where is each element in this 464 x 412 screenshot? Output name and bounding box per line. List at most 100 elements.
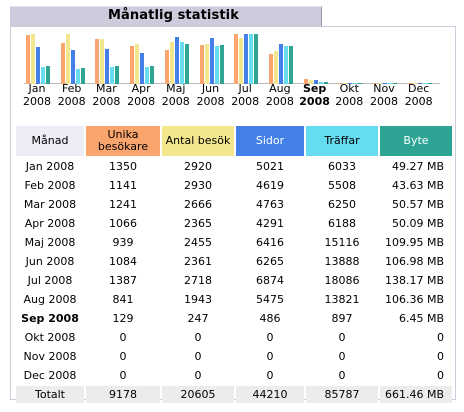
bar-pages-5 [174,37,179,84]
cell-visitors: 841 [112,293,134,306]
month-label-year: 2008 [265,95,294,108]
cell-visits: 1943 [184,293,212,306]
cell-visitors: 0 [119,369,127,382]
cell-hits: 6033 [328,160,356,173]
month-label: Jan 2008 [20,82,54,108]
total-visitors: 9178 [86,386,160,403]
cell-pages: 0 [266,331,274,344]
cell-bytes: 50.57 MB [391,198,444,211]
month-label-month: Jun [201,82,220,95]
month-label-month: Apr [131,82,151,95]
month-label-month: Nov [373,82,395,95]
bar-visitors-3 [95,39,100,84]
cell-pages: 6265 [256,255,284,268]
header-pages: Sidor [236,126,304,156]
cell-bytes: 6.45 MB [398,312,444,325]
cell-month: Jul 2008 [27,274,73,287]
bar-visits-8 [273,51,278,84]
bar-hits-7 [249,34,254,84]
table-row: Jan 2008 1350 2920 5021 6033 49.27 MB [16,158,452,175]
cell-visitors: 1084 [109,255,137,268]
month-label-year: 2008 [57,95,86,108]
cell-pages: 0 [266,350,274,363]
bar-bytes-3 [115,66,120,84]
table-row: Feb 2008 1141 2930 4619 5508 43.63 MB [16,177,452,194]
bar-pages-3 [105,49,110,84]
cell-month: Jun 2008 [25,255,75,268]
bar-pages-12 [417,83,422,84]
cell-visitors: 1387 [109,274,137,287]
cell-hits: 0 [338,350,346,363]
month-label-month: Aug [269,82,291,95]
cell-hits: 0 [338,331,346,344]
month-label-year: 2008 [231,95,260,108]
bar-pages-9 [313,80,318,84]
cell-visits: 247 [187,312,209,325]
total-pages: 44210 [236,386,304,403]
total-hits: 85787 [306,386,378,403]
cell-hits: 0 [338,369,346,382]
table-total-row: Totalt 9178 20605 44210 85787 661.46 MB [16,386,452,403]
table-header-row: Månad Unika besökare Antal besök Sidor T… [16,126,452,156]
bar-visitors-1 [26,35,30,84]
cell-visitors: 1141 [109,179,137,192]
bar-pages-8 [278,44,283,84]
month-label-year: 2008 [370,95,398,108]
cell-month: Feb 2008 [24,179,76,192]
cell-visits: 2455 [184,236,212,249]
monthly-stats-table: Månad Unika besökare Antal besök Sidor T… [14,124,454,405]
table-row: Nov 2008 0 0 0 0 0 [16,348,452,365]
cell-pages: 4763 [256,198,284,211]
bar-visitors-9 [303,79,308,84]
bar-bytes-9 [323,82,328,84]
bar-visits-3 [100,39,105,84]
table-row: Dec 2008 0 0 0 0 0 [16,367,452,384]
bar-visits-12 [412,83,417,84]
cell-visitors: 1350 [109,160,137,173]
bar-visitors-4 [130,46,135,84]
cell-pages: 5021 [256,160,284,173]
month-label-year: 2008 [404,95,433,108]
table-row: Okt 2008 0 0 0 0 0 [16,329,452,346]
table-row: Mar 2008 1241 2666 4763 6250 50.57 MB [16,196,452,213]
table-row: Jul 2008 1387 2718 6874 18086 138.17 MB [16,272,452,289]
bar-visits-2 [65,34,70,84]
cell-bytes: 0 [437,369,444,382]
month-label-month: Sep [302,82,327,95]
header-visitors: Unika besökare [86,126,160,156]
month-label-year: 2008 [299,95,330,108]
bar-bytes-5 [184,44,189,84]
cell-visits: 0 [194,331,202,344]
month-label-year: 2008 [161,95,190,108]
month-label-month: Maj [166,82,186,95]
bar-hits-5 [179,42,184,84]
cell-pages: 4619 [256,179,284,192]
cell-month: Okt 2008 [24,331,76,344]
cell-month: Nov 2008 [23,350,77,363]
cell-month: Apr 2008 [24,217,76,230]
month-label: Jun 2008 [194,82,228,108]
title-tab: Månatlig statistik [10,6,322,26]
bar-visits-9 [308,80,313,84]
month-label-month: Jan [28,82,46,95]
month-label: Sep 2008 [298,82,332,108]
cell-visits: 2930 [184,179,212,192]
table-row: Jun 2008 1084 2361 6265 13888 106.98 MB [16,253,452,270]
bar-pages-10 [348,83,353,84]
cell-visits: 2361 [184,255,212,268]
cell-bytes: 50.09 MB [391,217,444,230]
cell-bytes: 49.27 MB [391,160,444,173]
bar-hits-4 [145,67,150,84]
cell-visitors: 0 [119,350,127,363]
bar-visitors-5 [164,50,169,84]
bar-pages-11 [383,83,387,84]
cell-month: Sep 2008 [21,312,79,325]
cell-bytes: 138.17 MB [384,274,444,287]
cell-pages: 4291 [256,217,284,230]
bar-hits-9 [318,82,323,84]
bar-visits-6 [204,44,209,84]
cell-month: Mar 2008 [23,198,77,211]
month-label-month: Mar [96,82,117,95]
bar-hits-11 [388,83,392,84]
bar-pages-4 [140,53,145,84]
